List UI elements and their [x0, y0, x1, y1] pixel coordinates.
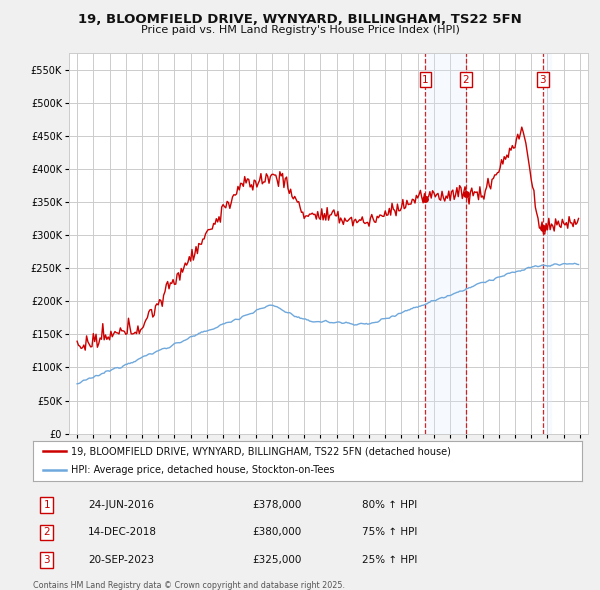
Text: 20-SEP-2023: 20-SEP-2023 — [88, 555, 154, 565]
Text: 80% ↑ HPI: 80% ↑ HPI — [362, 500, 418, 510]
Text: 19, BLOOMFIELD DRIVE, WYNYARD, BILLINGHAM, TS22 5FN (detached house): 19, BLOOMFIELD DRIVE, WYNYARD, BILLINGHA… — [71, 446, 451, 456]
Text: 75% ↑ HPI: 75% ↑ HPI — [362, 527, 418, 537]
Text: 25% ↑ HPI: 25% ↑ HPI — [362, 555, 418, 565]
Text: 3: 3 — [43, 555, 50, 565]
Text: 3: 3 — [539, 74, 546, 84]
Text: Price paid vs. HM Land Registry's House Price Index (HPI): Price paid vs. HM Land Registry's House … — [140, 25, 460, 35]
Bar — [543, 53, 551, 434]
Text: £378,000: £378,000 — [253, 500, 302, 510]
Text: 2: 2 — [43, 527, 50, 537]
Text: £325,000: £325,000 — [253, 555, 302, 565]
Text: 1: 1 — [43, 500, 50, 510]
Text: 24-JUN-2016: 24-JUN-2016 — [88, 500, 154, 510]
Text: HPI: Average price, detached house, Stockton-on-Tees: HPI: Average price, detached house, Stoc… — [71, 466, 335, 476]
Text: 2: 2 — [463, 74, 469, 84]
Text: 1: 1 — [422, 74, 429, 84]
Text: £380,000: £380,000 — [253, 527, 302, 537]
Text: 14-DEC-2018: 14-DEC-2018 — [88, 527, 157, 537]
Text: 19, BLOOMFIELD DRIVE, WYNYARD, BILLINGHAM, TS22 5FN: 19, BLOOMFIELD DRIVE, WYNYARD, BILLINGHA… — [78, 13, 522, 26]
Text: Contains HM Land Registry data © Crown copyright and database right 2025.
This d: Contains HM Land Registry data © Crown c… — [33, 581, 345, 590]
Bar — [425, 53, 466, 434]
